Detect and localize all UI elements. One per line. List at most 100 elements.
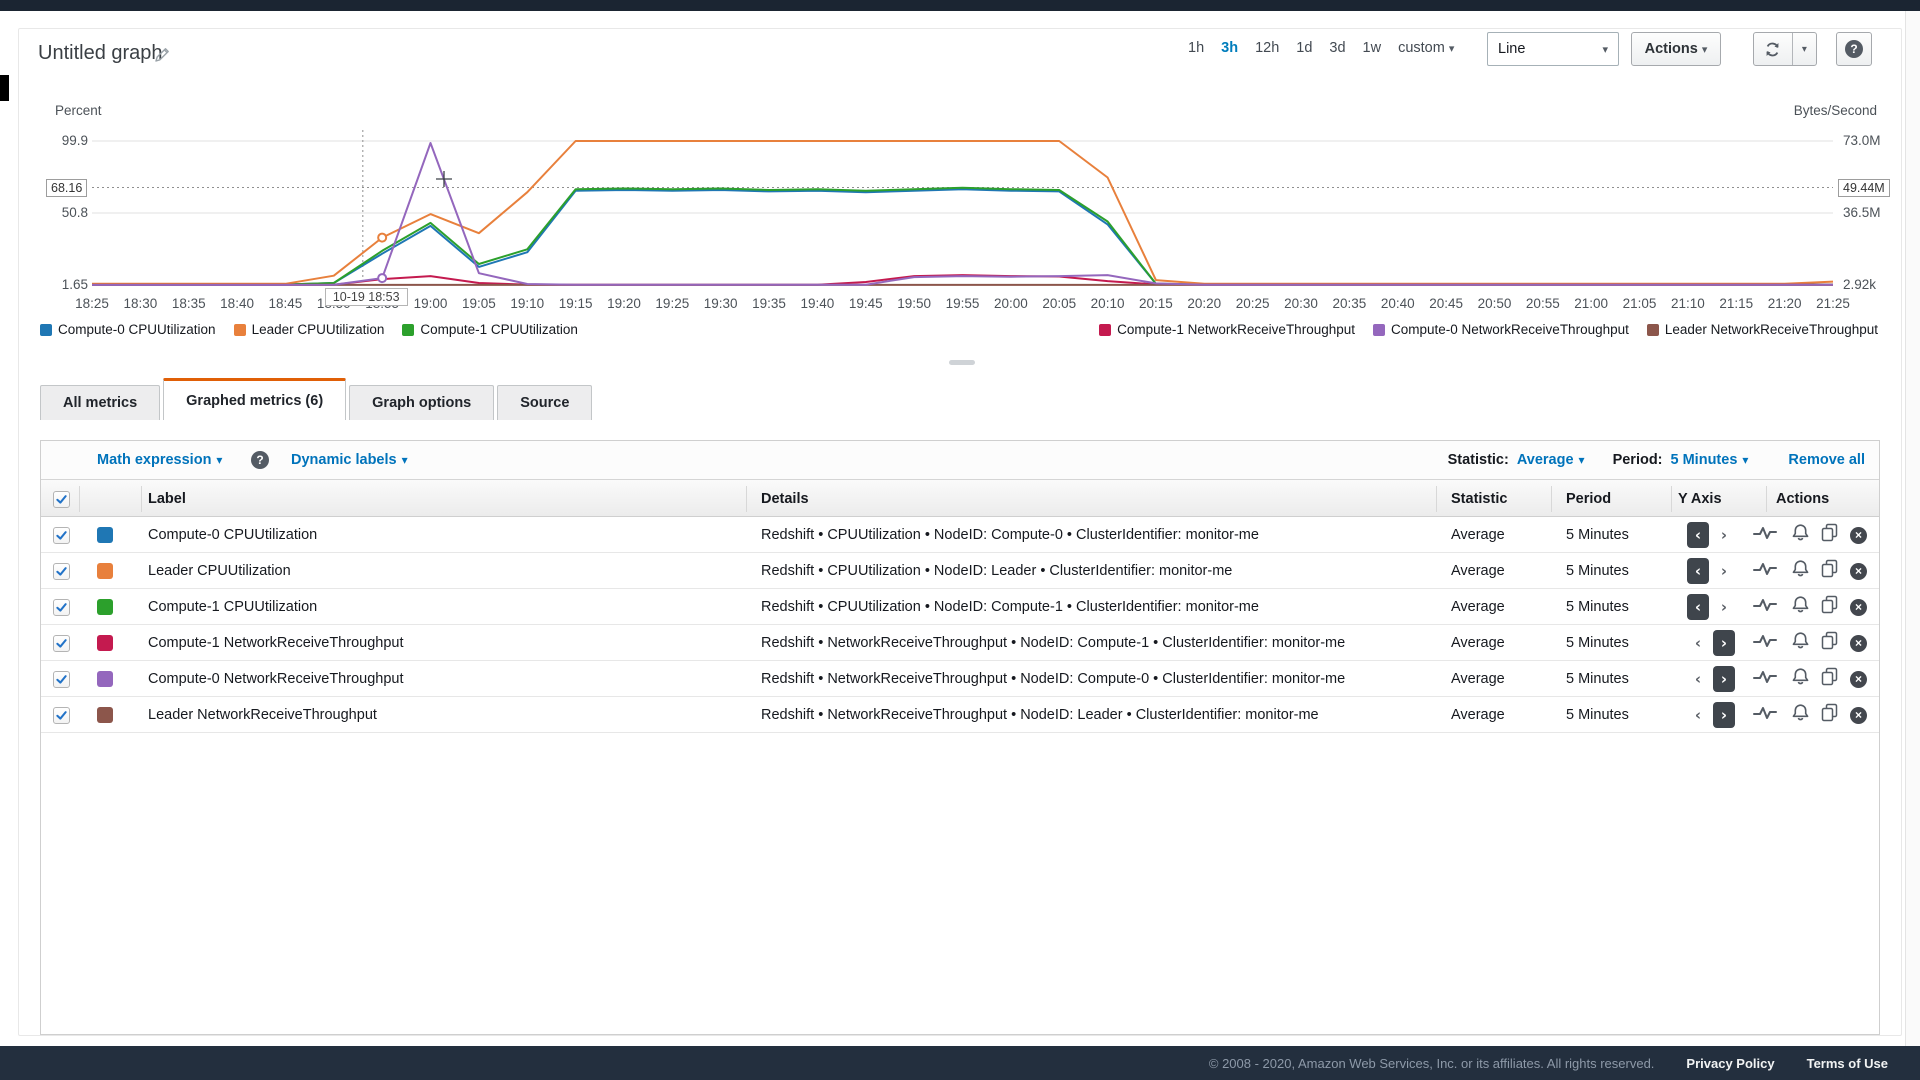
- time-range-12h[interactable]: 12h: [1255, 40, 1280, 56]
- actions-button[interactable]: Actions: [1631, 32, 1721, 66]
- series-line-leader-cpuutilization[interactable]: [92, 140, 1833, 285]
- sparkline-button[interactable]: [1753, 553, 1777, 589]
- tab-graphed-metrics-6-[interactable]: Graphed metrics (6): [163, 378, 347, 420]
- terms-of-use-link[interactable]: Terms of Use: [1806, 1055, 1888, 1071]
- alarm-bell-icon: [1791, 667, 1810, 691]
- row-checkbox[interactable]: [53, 598, 70, 616]
- y-axis-left-button[interactable]: ‹: [1687, 558, 1709, 584]
- x-axis-tick-label: 19:30: [703, 296, 738, 311]
- metric-period-cell: 5 Minutes: [1566, 635, 1629, 651]
- row-checkbox[interactable]: [53, 670, 70, 688]
- table-row-compute-0-cpuutilization: Compute-0 CPUUtilization Redshift • CPUUt…: [41, 517, 1879, 553]
- duplicate-button[interactable]: [1820, 661, 1839, 697]
- legend-item-compute-1-networkreceivethroughput[interactable]: Compute-1 NetworkReceiveThroughput: [1099, 322, 1355, 337]
- statistic-label: Statistic:: [1447, 452, 1509, 468]
- metrics-line-chart[interactable]: [92, 130, 1833, 292]
- legend-item-leader-cpuutilization[interactable]: Leader CPUUtilization: [233, 322, 384, 337]
- statistic-select[interactable]: Average: [1517, 452, 1585, 468]
- alarm-bell-button[interactable]: [1791, 697, 1810, 733]
- series-line-compute-1-cpuutilization[interactable]: [92, 186, 1833, 286]
- y-axis-right-button[interactable]: ›: [1720, 526, 1728, 544]
- x-axis-tick-label: 20:35: [1332, 296, 1367, 311]
- chart-type-value: Line: [1498, 41, 1526, 57]
- sparkline-button[interactable]: [1753, 697, 1777, 733]
- select-all-checkbox[interactable]: [53, 490, 70, 508]
- tab-all-metrics[interactable]: All metrics: [40, 385, 161, 420]
- series-line-compute-0-networkreceivethroughput[interactable]: [92, 142, 1833, 286]
- math-expression-menu[interactable]: Math expression: [97, 441, 222, 479]
- remove-all-button[interactable]: Remove all: [1788, 452, 1865, 468]
- duplicate-button[interactable]: [1820, 697, 1839, 733]
- duplicate-button[interactable]: [1820, 589, 1839, 625]
- row-checkbox[interactable]: [53, 634, 70, 652]
- alarm-bell-button[interactable]: [1791, 517, 1810, 553]
- remove-button[interactable]: ×: [1850, 589, 1867, 625]
- y-axis-left-button[interactable]: ‹: [1687, 522, 1709, 548]
- metric-details-cell: Redshift • CPUUtilization • NodeID: Comp…: [761, 599, 1259, 615]
- help-button[interactable]: ?: [1836, 32, 1872, 66]
- duplicate-button[interactable]: [1820, 625, 1839, 661]
- tab-source[interactable]: Source: [497, 385, 593, 420]
- x-axis-tick-label: 21:10: [1671, 296, 1705, 311]
- time-range-3h[interactable]: 3h: [1221, 40, 1239, 56]
- y-axis-right-button[interactable]: ›: [1713, 702, 1735, 728]
- time-range-1w[interactable]: 1w: [1362, 40, 1382, 56]
- legend-label: Leader NetworkReceiveThroughput: [1664, 322, 1878, 337]
- metric-details-cell: Redshift • NetworkReceiveThroughput • No…: [761, 671, 1346, 687]
- sparkline-button[interactable]: [1753, 517, 1777, 553]
- duplicate-button[interactable]: [1820, 553, 1839, 589]
- privacy-policy-link[interactable]: Privacy Policy: [1686, 1055, 1775, 1071]
- column-separator: [1766, 486, 1767, 512]
- column-header-statistic: Statistic: [1451, 491, 1508, 507]
- y-axis-right-button[interactable]: ›: [1713, 630, 1735, 656]
- remove-button[interactable]: ×: [1850, 553, 1867, 589]
- y-axis-left-button[interactable]: ‹: [1694, 634, 1702, 652]
- sparkline-button[interactable]: [1753, 589, 1777, 625]
- y-axis-right-button[interactable]: ›: [1720, 562, 1728, 580]
- legend-item-leader-networkreceivethroughput[interactable]: Leader NetworkReceiveThroughput: [1646, 322, 1878, 337]
- time-range-3d[interactable]: 3d: [1329, 40, 1346, 56]
- row-checkbox-cell: [53, 625, 70, 661]
- y-axis-left-button[interactable]: ‹: [1694, 670, 1702, 688]
- row-checkbox[interactable]: [53, 562, 70, 580]
- remove-button[interactable]: ×: [1850, 625, 1867, 661]
- scrollbar-track[interactable]: [1905, 11, 1920, 1046]
- y-axis-left-button[interactable]: ‹: [1687, 594, 1709, 620]
- sparkline-button[interactable]: [1753, 625, 1777, 661]
- remove-button[interactable]: ×: [1850, 517, 1867, 553]
- sparkline-icon: [1753, 669, 1777, 690]
- legend-item-compute-0-cpuutilization[interactable]: Compute-0 CPUUtilization: [40, 322, 216, 337]
- duplicate-button[interactable]: [1820, 517, 1839, 553]
- period-select[interactable]: 5 Minutes: [1671, 452, 1749, 468]
- refresh-button[interactable]: [1754, 33, 1792, 65]
- alarm-bell-button[interactable]: [1791, 661, 1810, 697]
- chart-type-select[interactable]: Line ▾: [1487, 32, 1619, 66]
- row-checkbox[interactable]: [53, 706, 70, 724]
- x-axis-tick-label: 18:30: [123, 296, 158, 311]
- x-axis-tick-label: 20:20: [1187, 296, 1222, 311]
- alarm-bell-button[interactable]: [1791, 625, 1810, 661]
- dynamic-labels-menu[interactable]: Dynamic labels: [291, 441, 408, 479]
- tab-graph-options[interactable]: Graph options: [349, 385, 495, 420]
- alarm-bell-button[interactable]: [1791, 589, 1810, 625]
- y-axis-left-button[interactable]: ‹: [1694, 706, 1702, 724]
- left-tick-label: 50.8: [61, 204, 88, 220]
- alarm-bell-button[interactable]: [1791, 553, 1810, 589]
- time-range-custom[interactable]: custom: [1398, 40, 1454, 56]
- time-range-1h[interactable]: 1h: [1188, 40, 1205, 56]
- remove-button[interactable]: ×: [1850, 661, 1867, 697]
- y-axis-toggle: ‹ ›: [1687, 661, 1735, 697]
- row-color-cell: [97, 553, 113, 589]
- math-expression-help-button[interactable]: ?: [251, 441, 269, 479]
- time-range-1d[interactable]: 1d: [1296, 40, 1313, 56]
- legend-item-compute-1-cpuutilization[interactable]: Compute-1 CPUUtilization: [402, 322, 578, 337]
- y-axis-right-button[interactable]: ›: [1713, 666, 1735, 692]
- remove-button[interactable]: ×: [1850, 697, 1867, 733]
- sparkline-button[interactable]: [1753, 661, 1777, 697]
- legend-item-compute-0-networkreceivethroughput[interactable]: Compute-0 NetworkReceiveThroughput: [1373, 322, 1629, 337]
- chart-resize-handle[interactable]: [949, 360, 975, 365]
- refresh-options-button[interactable]: ▾: [1791, 33, 1816, 65]
- edit-pencil-icon[interactable]: [153, 46, 171, 64]
- y-axis-right-button[interactable]: ›: [1720, 598, 1728, 616]
- row-checkbox[interactable]: [53, 526, 70, 544]
